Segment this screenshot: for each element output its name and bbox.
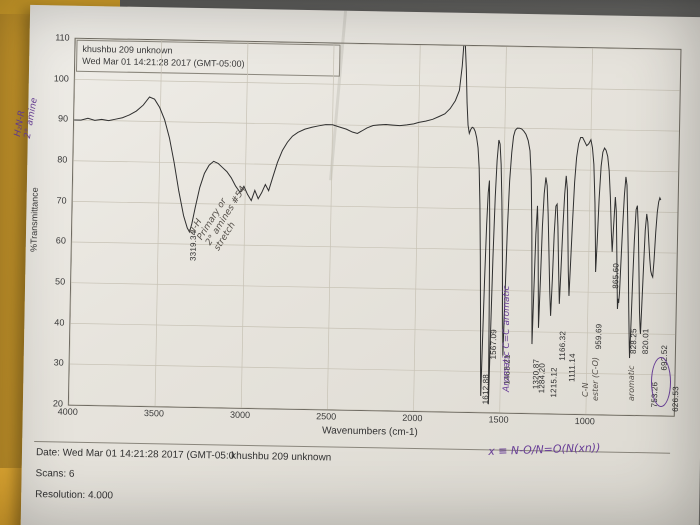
x-tick-2500: 2500 — [316, 411, 337, 422]
peak-label-1284.20: 1284.20 — [537, 362, 547, 394]
y-tick-60: 60 — [55, 235, 66, 246]
peak-label-865.60: 865.60 — [611, 262, 621, 289]
footer-sample-name: khushbu 209 unknown — [231, 450, 332, 464]
paper-sheet: khushbu 209 unknown Wed Mar 01 14:21:28 … — [20, 4, 700, 525]
peak-label-1612.88: 1612.88 — [480, 373, 491, 405]
spectrum-trace — [74, 38, 662, 405]
peak-label-626.53: 626.53 — [670, 385, 680, 412]
footer-resolution: Resolution: 4.000 — [35, 489, 114, 502]
y-axis-ticks: 110 100 90 80 70 60 50 40 30 20 — [37, 32, 72, 408]
peak-label-753.26: 753.26 — [649, 381, 659, 408]
footer-date: Date: Wed Mar 01 14:21:28 2017 (GMT-05:0 — [35, 447, 235, 462]
peak-label-828.25: 828.25 — [628, 328, 639, 355]
x-tick-2000: 2000 — [402, 412, 423, 424]
y-tick-70: 70 — [56, 195, 67, 206]
x-tick-4000: 4000 — [57, 406, 78, 417]
y-tick-110: 110 — [55, 32, 70, 43]
peak-label-1567.09: 1567.09 — [489, 329, 499, 360]
peak-label-1215.12: 1215.12 — [549, 366, 559, 398]
peak-label-959.69: 959.69 — [593, 323, 604, 350]
spectrum-plot — [68, 38, 681, 416]
y-tick-90: 90 — [58, 113, 69, 124]
x-tick-3500: 3500 — [143, 408, 165, 419]
plot-area: 3319.34 1612.88 1567.09 1488.21 1320.87 1284.… — [67, 37, 682, 417]
x-tick-3000: 3000 — [230, 409, 251, 421]
peak-label-692.52: 692.52 — [659, 345, 670, 371]
peak-label-1488.21: 1488.21 — [502, 353, 512, 385]
footer-date-line: Date: Wed Mar 01 14:21:28 2017 (GMT-05:0… — [36, 447, 331, 463]
x-tick-1000: 1000 — [574, 415, 595, 427]
y-tick-40: 40 — [54, 317, 65, 328]
y-tick-100: 100 — [53, 73, 69, 84]
y-tick-30: 30 — [53, 357, 64, 368]
peak-label-820.01: 820.01 — [640, 328, 651, 355]
peak-labels-layer: 3319.34 1612.88 1567.09 1488.21 1320.87 1284.… — [69, 39, 681, 416]
y-tick-50: 50 — [55, 276, 66, 287]
footer-scans: Scans: 6 — [35, 468, 75, 480]
x-tick-1500: 1500 — [488, 414, 509, 425]
peak-label-1111.14: 1111.14 — [567, 352, 577, 382]
peak-label-3319.34: 3319.34 — [188, 230, 199, 261]
y-tick-80: 80 — [57, 154, 68, 165]
peak-label-1166.32: 1166.32 — [558, 331, 568, 361]
